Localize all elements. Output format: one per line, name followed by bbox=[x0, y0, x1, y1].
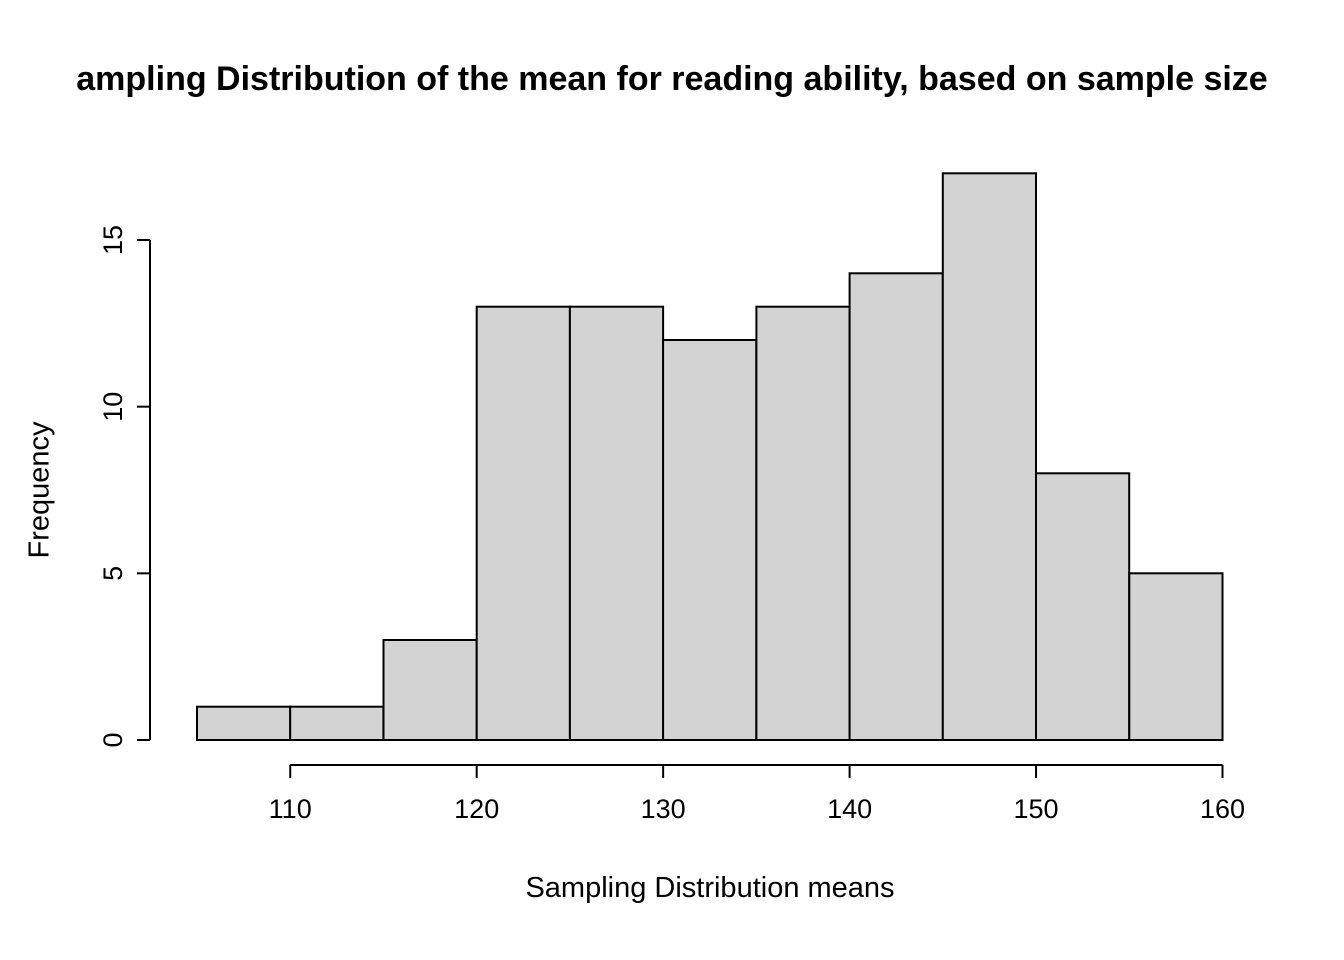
y-tick-label: 10 bbox=[98, 392, 128, 422]
histogram-bar bbox=[755, 305, 851, 741]
histogram-bar bbox=[1128, 572, 1224, 741]
histogram-bar bbox=[662, 339, 758, 741]
histogram-bar bbox=[1035, 472, 1131, 741]
histogram-bar bbox=[382, 639, 478, 741]
histogram-bar bbox=[289, 705, 385, 742]
y-tick-label: 5 bbox=[98, 566, 128, 581]
x-tick-label: 110 bbox=[269, 794, 312, 824]
y-tick-label: 0 bbox=[98, 732, 128, 747]
histogram-bar bbox=[475, 305, 571, 741]
x-axis-title: Sampling Distribution means bbox=[525, 872, 895, 904]
x-tick-label: 150 bbox=[1013, 794, 1058, 824]
x-tick-label: 140 bbox=[827, 794, 872, 824]
y-tick-label: 15 bbox=[98, 225, 128, 255]
histogram-bar bbox=[848, 272, 944, 741]
histogram-bar bbox=[196, 705, 292, 742]
x-tick-label: 120 bbox=[454, 794, 499, 824]
x-tick-label: 160 bbox=[1200, 794, 1245, 824]
y-axis-title: Frequency bbox=[23, 421, 56, 559]
histogram-bar bbox=[568, 305, 665, 741]
x-tick-label: 130 bbox=[641, 794, 686, 824]
chart-title: ampling Distribution of the mean for rea… bbox=[76, 60, 1268, 98]
histogram-bar bbox=[941, 172, 1037, 742]
